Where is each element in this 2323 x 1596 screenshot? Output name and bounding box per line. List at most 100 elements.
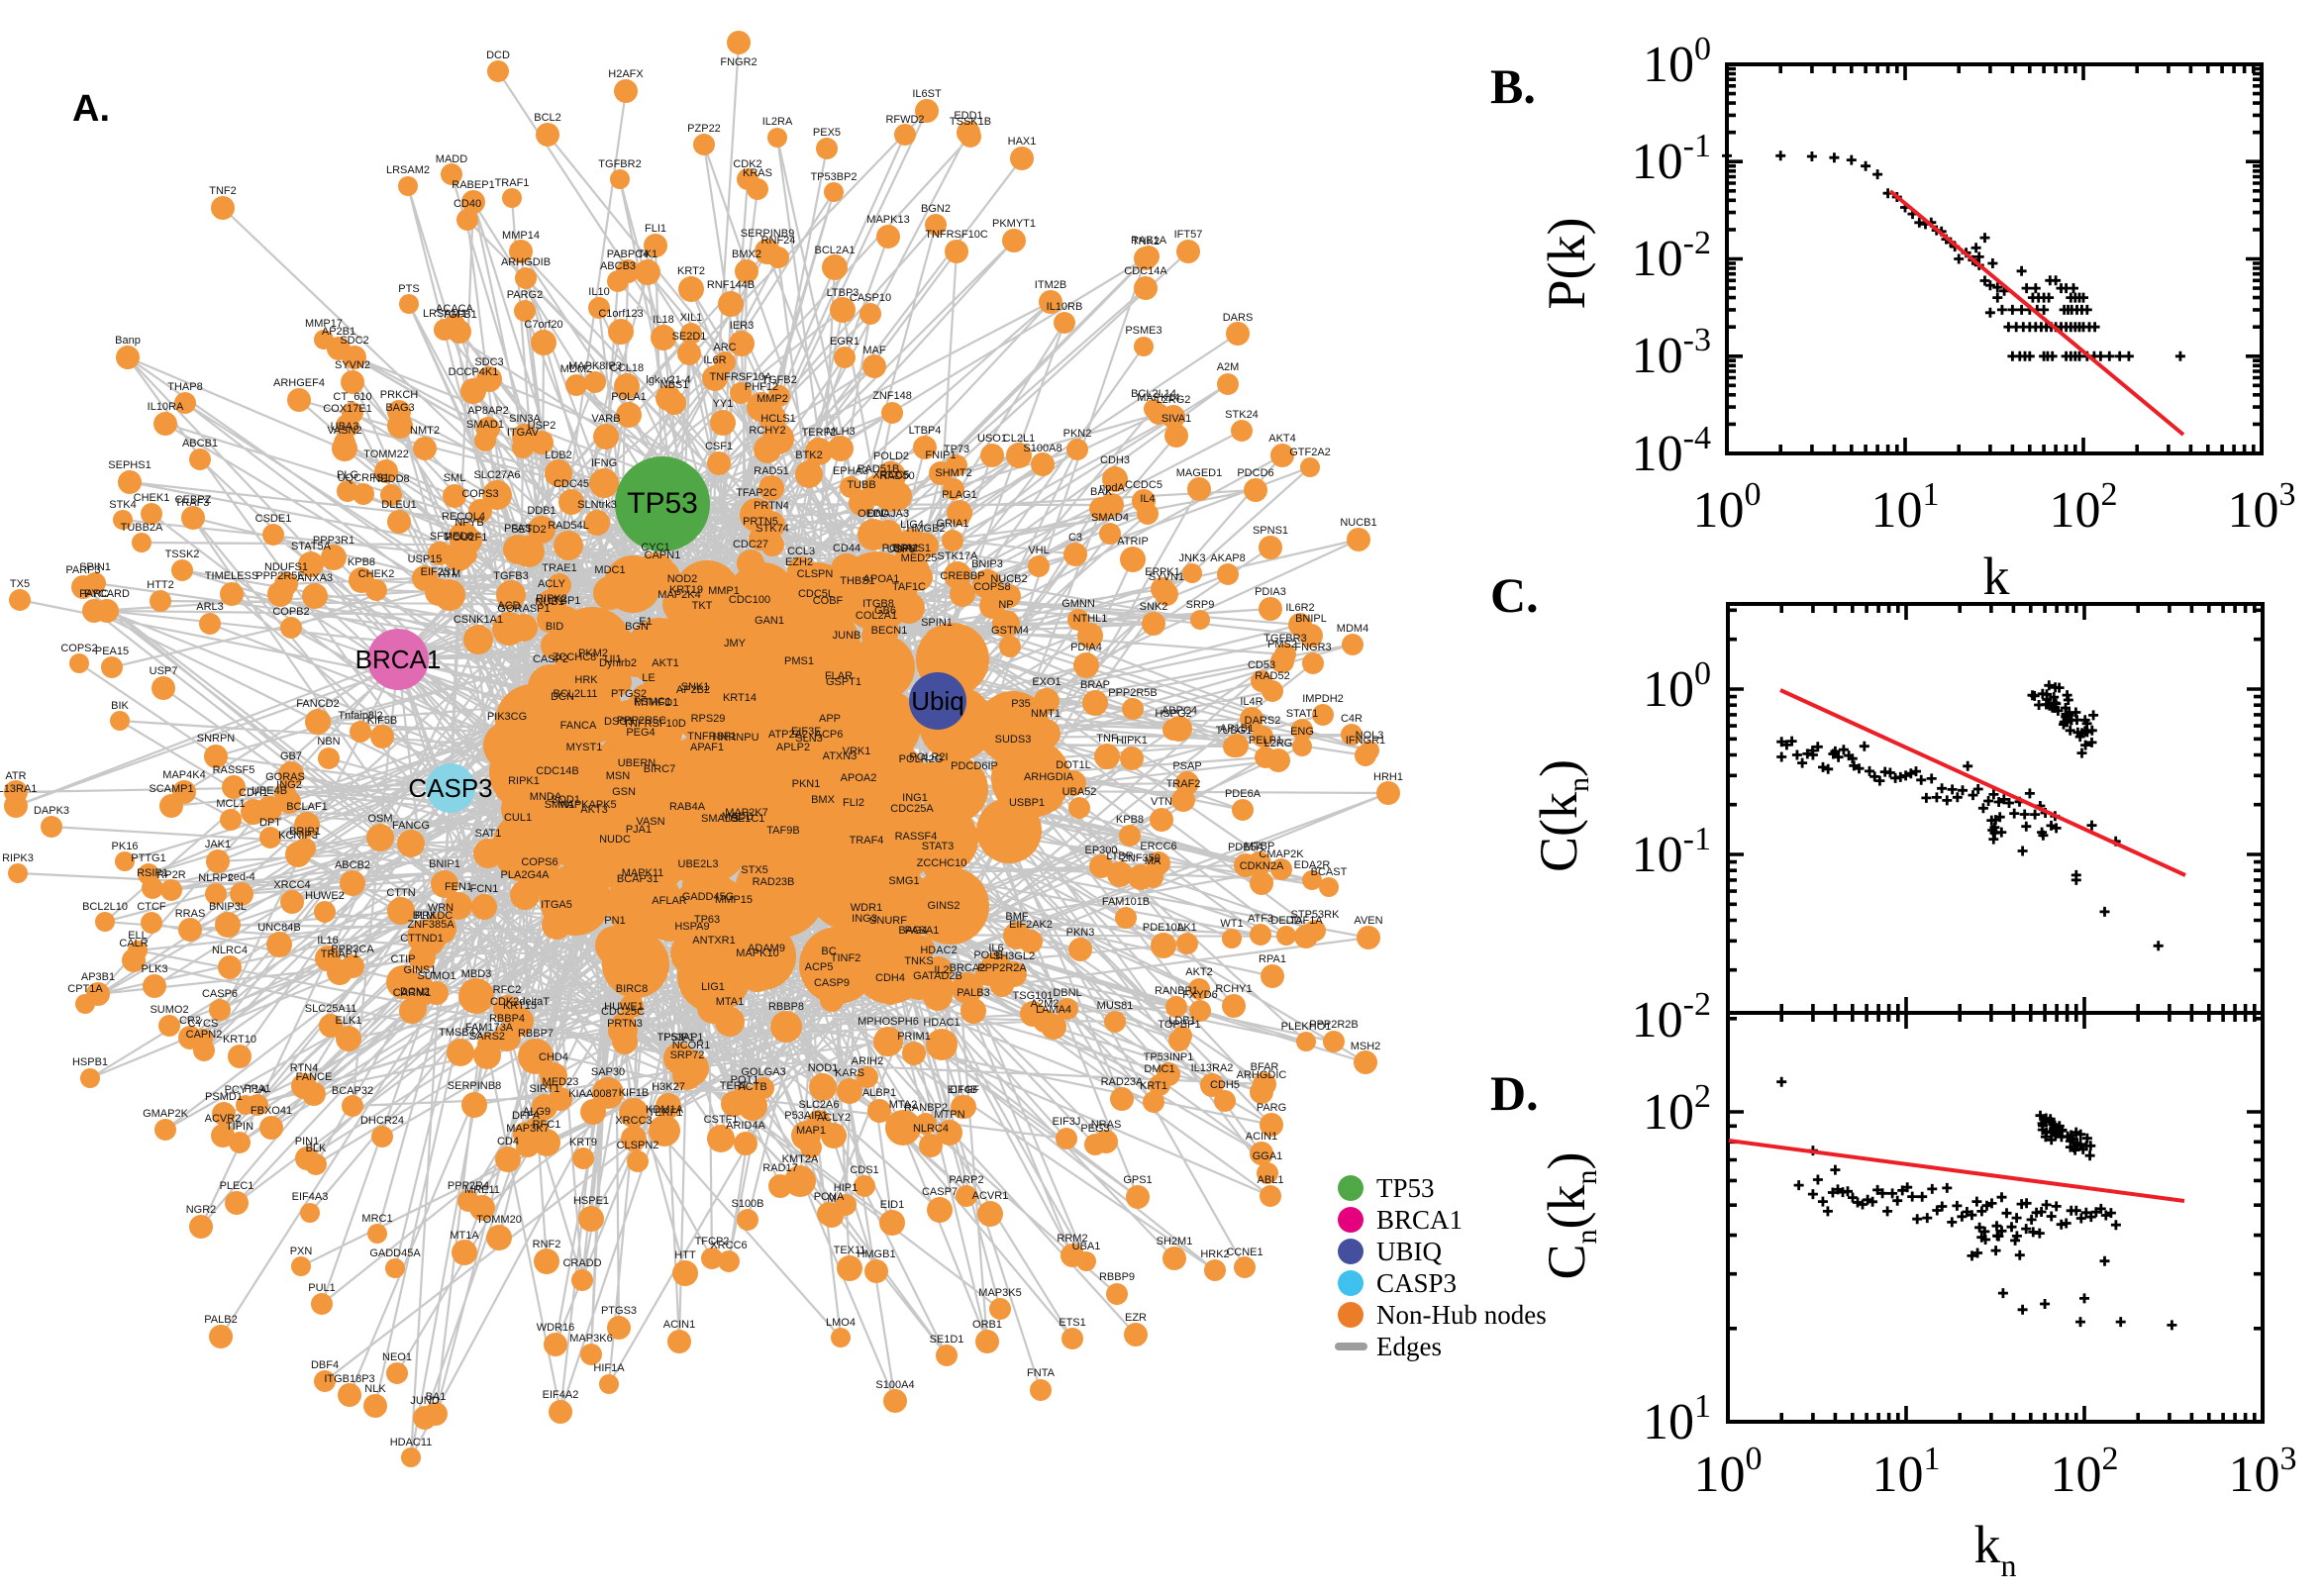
svg-text:VASN: VASN	[636, 816, 664, 828]
svg-text:SMAD3: SMAD3	[701, 813, 739, 825]
svg-text:BRCA1: BRCA1	[1376, 1205, 1463, 1235]
svg-text:PSMC1: PSMC1	[634, 696, 671, 708]
svg-text:USBP1: USBP1	[1009, 797, 1045, 809]
svg-text:FAM101B: FAM101B	[1102, 896, 1150, 908]
svg-text:KDM1A: KDM1A	[646, 1104, 684, 1116]
svg-text:EID1: EID1	[880, 1199, 904, 1211]
svg-text:CDK2deltaT: CDK2deltaT	[490, 996, 550, 1008]
svg-text:JUNB: JUNB	[833, 630, 861, 642]
svg-text:DCN: DCN	[551, 691, 574, 703]
svg-text:BCL2L11: BCL2L11	[553, 688, 597, 700]
svg-text:CHEK1: CHEK1	[134, 492, 170, 504]
svg-text:RIPK1: RIPK1	[508, 775, 540, 787]
svg-text:DPT: DPT	[259, 817, 281, 829]
svg-text:HIPK1: HIPK1	[1116, 735, 1148, 747]
svg-text:ACACA: ACACA	[436, 303, 474, 315]
svg-text:SPIN1: SPIN1	[921, 617, 953, 629]
svg-text:FNTA: FNTA	[1027, 1367, 1056, 1379]
svg-text:WDR16: WDR16	[537, 1322, 575, 1334]
svg-text:ANTXR1: ANTXR1	[692, 935, 735, 947]
svg-text:MAPK10: MAPK10	[736, 948, 778, 959]
svg-text:ARC: ARC	[713, 342, 736, 353]
svg-text:TIPIN: TIPIN	[226, 1121, 253, 1133]
svg-text:KIAA0087: KIAA0087	[568, 1088, 618, 1100]
svg-text:RNF24: RNF24	[761, 235, 796, 247]
svg-text:CDH1: CDH1	[239, 787, 268, 799]
svg-text:MAP4K4: MAP4K4	[162, 769, 205, 781]
svg-text:ARHGDIC: ARHGDIC	[1237, 1069, 1287, 1081]
svg-text:IFNG: IFNG	[591, 457, 617, 469]
svg-text:BRIP1: BRIP1	[289, 826, 321, 838]
svg-text:MTPN: MTPN	[934, 1109, 964, 1121]
svg-text:KCNIP3: KCNIP3	[278, 830, 318, 842]
svg-text:POLD2: POLD2	[873, 450, 909, 462]
svg-text:MCL1: MCL1	[216, 798, 245, 810]
svg-text:CDC25A: CDC25A	[890, 803, 934, 815]
svg-text:101: 101	[1643, 1388, 1711, 1450]
svg-text:RFC1: RFC1	[533, 1119, 561, 1131]
svg-text:VTN: VTN	[1151, 796, 1172, 808]
svg-text:D.: D.	[1490, 1065, 1539, 1121]
svg-text:POT1: POT1	[731, 1074, 759, 1086]
svg-text:FBXO41: FBXO41	[251, 1105, 292, 1117]
svg-text:LTBP4: LTBP4	[909, 425, 942, 437]
svg-text:S100A8: S100A8	[1023, 443, 1061, 454]
svg-text:lgk-v21-4: lgk-v21-4	[646, 374, 690, 386]
svg-text:CPT1A: CPT1A	[67, 983, 103, 995]
svg-text:UBA3: UBA3	[331, 421, 359, 433]
svg-text:PDCD6IP: PDCD6IP	[951, 760, 998, 772]
svg-text:MAPKAPK5: MAPKAPK5	[557, 799, 616, 811]
svg-text:MMP17: MMP17	[305, 318, 343, 330]
svg-text:C4R: C4R	[1341, 713, 1363, 725]
svg-text:MMP14: MMP14	[502, 230, 540, 242]
svg-text:OEDD: OEDD	[858, 508, 889, 520]
svg-text:ING1: ING1	[902, 792, 928, 804]
svg-text:MDM2: MDM2	[560, 363, 592, 375]
svg-text:EIF4A2: EIF4A2	[543, 1389, 579, 1401]
svg-text:COL2A1: COL2A1	[856, 610, 897, 622]
svg-text:HAX1: HAX1	[1008, 136, 1037, 148]
svg-text:PEG3: PEG3	[1080, 1123, 1109, 1135]
svg-text:FANCA: FANCA	[560, 720, 597, 732]
svg-text:LIG4: LIG4	[900, 519, 924, 531]
svg-text:AP8AP2: AP8AP2	[467, 405, 509, 417]
svg-text:GORASP1: GORASP1	[497, 603, 550, 615]
svg-text:GORAS: GORAS	[265, 771, 305, 783]
svg-text:DBF4: DBF4	[311, 1359, 339, 1371]
svg-text:XIL1: XIL1	[680, 312, 703, 324]
svg-text:PDCD6: PDCD6	[1237, 467, 1273, 479]
svg-text:ADAM9: ADAM9	[748, 943, 785, 954]
svg-text:COX17E1: COX17E1	[323, 403, 372, 415]
svg-text:GSN: GSN	[612, 786, 636, 798]
svg-text:PPP3R1: PPP3R1	[313, 535, 354, 547]
svg-text:PSMD1: PSMD1	[205, 1091, 243, 1103]
svg-text:AKT2: AKT2	[1185, 966, 1213, 978]
svg-text:NBS1: NBS1	[660, 379, 689, 391]
svg-text:STAT5A: STAT5A	[291, 541, 332, 552]
svg-text:ATR: ATR	[5, 770, 26, 782]
svg-text:SE1D1: SE1D1	[930, 1334, 964, 1346]
svg-text:CASP9: CASP9	[814, 977, 850, 989]
svg-text:CDC45: CDC45	[554, 478, 589, 490]
svg-text:NLRP2: NLRP2	[198, 872, 233, 884]
svg-text:PRKCH: PRKCH	[380, 389, 419, 401]
svg-text:POLR2I: POLR2I	[909, 751, 948, 763]
svg-text:NGR2: NGR2	[186, 1204, 217, 1216]
svg-text:PARC: PARC	[79, 588, 109, 600]
svg-text:PSAP: PSAP	[1172, 760, 1201, 772]
svg-text:HMGB1: HMGB1	[857, 1248, 895, 1260]
svg-text:KRAS: KRAS	[743, 167, 772, 179]
svg-text:COPB2: COPB2	[272, 606, 309, 618]
svg-text:IMPDH2: IMPDH2	[1302, 693, 1344, 705]
svg-text:PMS1: PMS1	[784, 655, 814, 667]
svg-text:BC: BC	[821, 946, 836, 957]
svg-text:TP63: TP63	[694, 914, 720, 926]
svg-text:ACD: ACD	[497, 600, 520, 612]
svg-text:COPS6: COPS6	[521, 856, 557, 868]
svg-text:SH2M1: SH2M1	[1157, 1236, 1193, 1247]
svg-text:100: 100	[1643, 31, 1711, 93]
svg-text:FLI1: FLI1	[645, 223, 666, 235]
svg-text:L2RG2: L2RG2	[1157, 394, 1191, 406]
svg-text:SRP72: SRP72	[670, 1049, 705, 1061]
svg-text:TOMM22: TOMM22	[363, 449, 409, 460]
